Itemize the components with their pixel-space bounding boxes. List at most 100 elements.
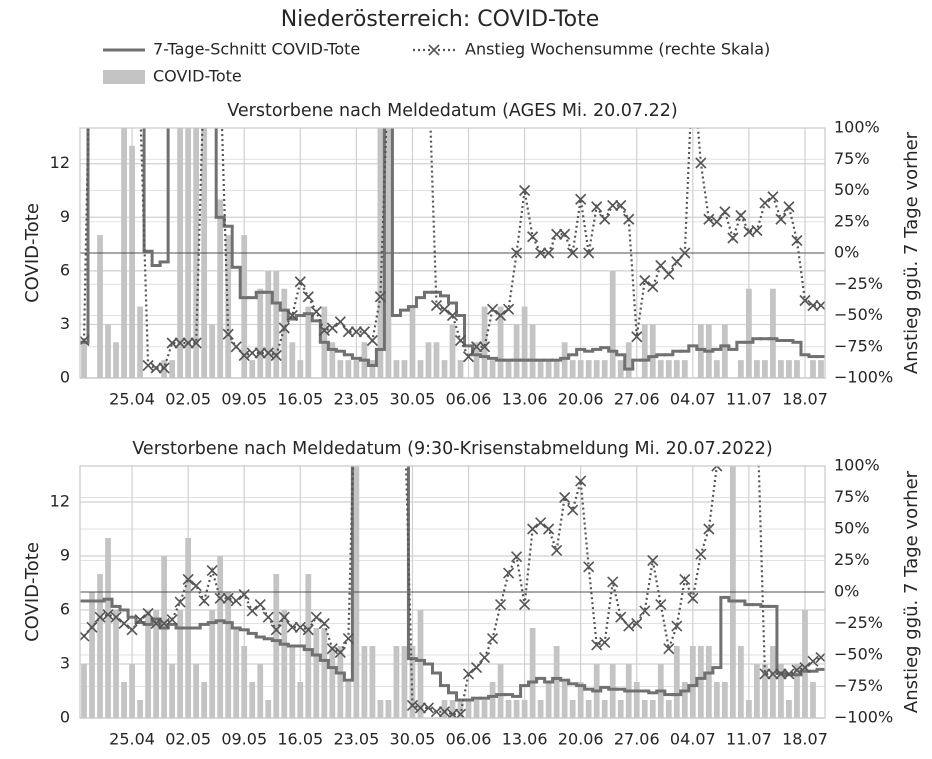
bar <box>161 556 167 718</box>
bar <box>217 199 224 378</box>
y2-tick-label: −50% <box>834 305 883 324</box>
bar <box>746 700 752 718</box>
pct-marker <box>615 611 627 623</box>
pct-marker <box>807 655 819 667</box>
pct-marker <box>688 61 698 71</box>
x-tick-label: 06.06 <box>446 390 492 409</box>
bar <box>617 700 624 718</box>
y2-tick-label: 0% <box>834 243 859 262</box>
pct-marker <box>446 309 459 322</box>
bar <box>337 646 344 718</box>
pct-marker <box>222 328 234 340</box>
y2-tick-label: 100% <box>834 456 880 475</box>
x-tick-label: 30.05 <box>390 390 436 409</box>
pct-marker <box>286 621 298 633</box>
pct-marker <box>639 274 651 287</box>
bar <box>289 342 296 378</box>
pct-marker <box>671 256 683 268</box>
pct-marker <box>310 306 322 318</box>
pct-marker <box>383 61 393 71</box>
bar <box>593 360 600 378</box>
subplot-title: Verstorbene nach Meldedatum (AGES Mi. 20… <box>227 101 677 121</box>
bar <box>609 270 616 378</box>
pct-marker <box>695 157 707 169</box>
pct-marker <box>359 272 369 282</box>
pct-marker <box>591 201 603 213</box>
pct-marker <box>182 337 194 349</box>
bar <box>113 610 119 718</box>
bar <box>81 664 87 718</box>
pct-marker <box>334 316 346 328</box>
pct-marker <box>671 620 683 632</box>
pct-marker <box>182 573 194 585</box>
plot-area <box>80 0 825 378</box>
x-tick-label: 06.06 <box>446 730 492 749</box>
pct-marker <box>791 664 803 676</box>
bar <box>121 682 127 718</box>
pct-marker <box>663 268 675 280</box>
pct-marker <box>198 595 210 607</box>
x-tick-label: 18.07 <box>782 390 828 409</box>
plot-frame <box>79 465 826 719</box>
pct-marker <box>423 61 433 71</box>
bar <box>609 664 616 718</box>
pct-marker <box>703 213 715 225</box>
bar <box>129 145 135 378</box>
bar <box>441 360 448 378</box>
x-tick-label: 11.07 <box>726 390 772 409</box>
x-tick-label: 23.05 <box>333 390 379 409</box>
pct-marker <box>799 662 811 674</box>
pct-marker <box>486 633 499 645</box>
bar <box>810 682 816 718</box>
bar <box>201 682 208 718</box>
pct-marker <box>158 362 170 374</box>
pct-marker <box>535 517 547 529</box>
pct-marker <box>246 347 258 359</box>
pct-marker <box>207 0 217 8</box>
bar <box>225 235 232 378</box>
pct-marker <box>135 98 145 108</box>
bar <box>497 306 504 378</box>
bar <box>481 700 488 718</box>
bar <box>585 700 592 718</box>
pct-marker <box>246 605 258 617</box>
pct-marker <box>422 702 435 714</box>
pct-marker <box>454 334 467 347</box>
bar <box>417 360 424 378</box>
bar <box>353 360 360 378</box>
pct-marker <box>583 561 595 573</box>
pct-marker <box>511 247 523 259</box>
bar <box>746 288 752 378</box>
bar <box>449 700 456 718</box>
pct-marker <box>190 580 202 592</box>
y-tick-label: 0 <box>60 368 70 387</box>
y-axis-label: COVID-Tote <box>22 203 43 303</box>
bar <box>321 628 328 718</box>
bar <box>137 700 143 718</box>
x-tick-label: 27.06 <box>614 390 660 409</box>
pct-marker <box>214 592 226 604</box>
bar <box>489 360 496 378</box>
x-tick-label: 04.07 <box>670 730 716 749</box>
x-tick-label: 30.05 <box>390 730 436 749</box>
x-tick-label: 18.07 <box>782 730 828 749</box>
bar <box>585 360 592 378</box>
pct-marker <box>80 630 90 642</box>
bar <box>401 360 408 378</box>
bar <box>297 682 304 718</box>
y2-tick-label: −75% <box>834 336 883 355</box>
bar <box>281 610 288 718</box>
pct-marker <box>519 599 531 611</box>
x-tick-label: 25.04 <box>109 730 155 749</box>
y2-tick-label: 50% <box>834 180 870 199</box>
bar <box>433 342 440 378</box>
pct-marker <box>430 299 443 312</box>
bar <box>105 324 111 378</box>
pct-marker <box>150 362 162 374</box>
pct-marker <box>110 611 122 623</box>
bar <box>257 664 264 718</box>
pct-marker <box>527 523 539 535</box>
x-tick-label: 02.05 <box>165 730 211 749</box>
bar <box>425 342 432 378</box>
x-tick-label: 09.05 <box>221 730 267 749</box>
